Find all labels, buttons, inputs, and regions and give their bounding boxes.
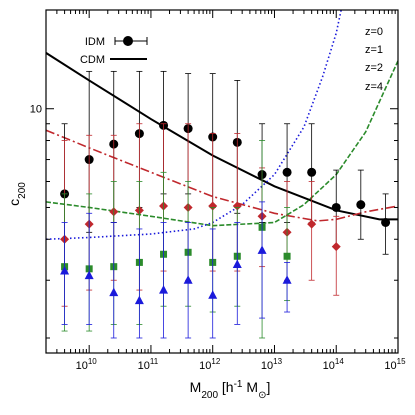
legend-z2: z=2 [365, 62, 383, 74]
point-z4 [257, 245, 267, 254]
curve-dotted-1a1adb [46, 10, 342, 241]
curve-solid-000000 [46, 52, 398, 221]
legend-label-idm: IDM [85, 36, 105, 48]
legend-redshift: z=0 z=1 z=2 z=4 [365, 26, 383, 93]
x-tick-label: 1013 [261, 357, 283, 372]
x-tick-label: 1010 [76, 357, 98, 372]
point-z4 [282, 275, 292, 284]
legend-idm-marker [123, 36, 133, 46]
x-axis: 1010 1011 1012 1013 1014 1015 [45, 10, 406, 372]
legend-markers: IDM CDM [80, 36, 148, 66]
point-z0 [356, 200, 366, 210]
point-z1 [208, 201, 218, 211]
series-layer [46, 10, 398, 339]
x-tick-label: 1012 [199, 357, 221, 372]
point-z2 [283, 252, 291, 260]
curve-dashdot-c0282d [46, 129, 398, 222]
legend-z4: z=4 [365, 81, 383, 93]
point-z4 [183, 275, 193, 284]
point-z0 [331, 202, 341, 212]
curve-dashed-2b8b2b [46, 60, 398, 227]
point-z4 [159, 285, 169, 294]
x-tick-label: 1014 [323, 357, 345, 372]
point-z0 [307, 167, 317, 177]
y-tick-label: 10 [30, 104, 42, 116]
point-z4 [208, 290, 218, 299]
point-z1 [232, 201, 242, 211]
y-axis: 10 [30, 9, 398, 339]
point-z4 [60, 266, 70, 275]
point-z4 [134, 295, 144, 305]
point-z4 [109, 287, 119, 297]
y-axis-title: c200 [6, 182, 28, 206]
x-axis-title: M200 [h-1 M⊙] [190, 379, 271, 401]
point-z4 [84, 270, 94, 280]
point-z0 [381, 217, 391, 227]
point-z1 [307, 219, 317, 229]
legend-label-cdm: CDM [80, 54, 105, 66]
legend-z1: z=1 [365, 44, 383, 56]
point-z1 [331, 242, 341, 252]
point-z4 [232, 259, 242, 269]
x-tick-label: 1011 [138, 357, 159, 372]
legend-z0: z=0 [365, 26, 383, 38]
x-tick-label: 1015 [384, 357, 406, 372]
point-z0 [282, 167, 292, 177]
